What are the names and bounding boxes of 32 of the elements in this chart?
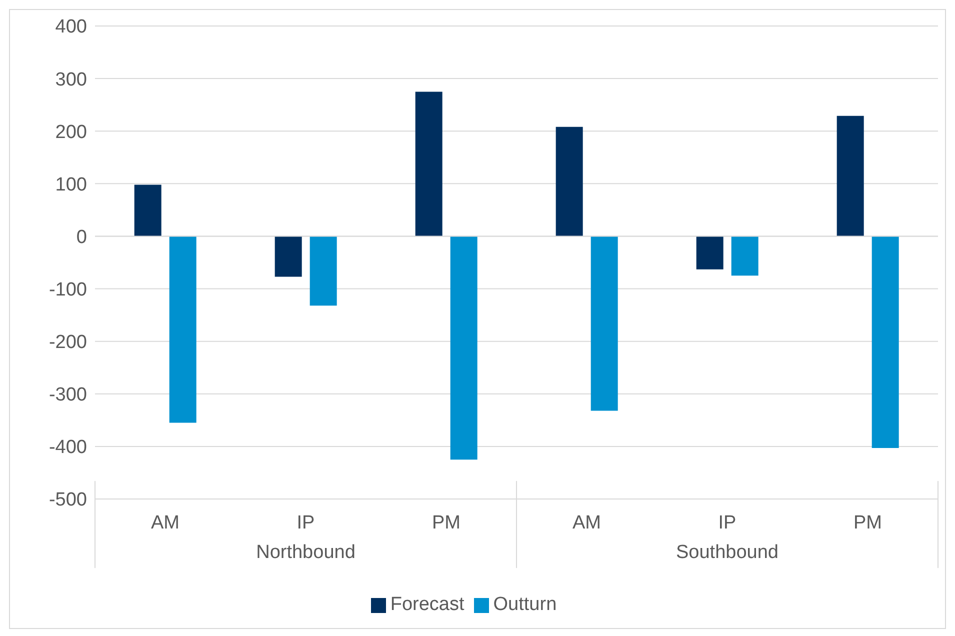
y-tick-label: 200 [55,122,87,143]
bar [310,236,337,306]
x-tick-label: PM [432,512,460,534]
y-tick-label: 400 [55,16,87,38]
bar [872,236,899,448]
bar [169,236,196,423]
text: Southbound [676,542,778,563]
bar [274,236,302,277]
y-tick-label: -300 [48,384,87,406]
y-tick-label: -100 [48,280,87,301]
y-tick-label: 0 [76,226,87,248]
legend-label: Outturn [493,594,557,615]
bar [696,236,724,270]
bar [415,92,442,236]
y-tick-label: -400 [48,437,87,458]
x-tick-label: IP [718,512,736,534]
text: Northbound [256,542,356,563]
y-tick-label: 300 [55,69,87,90]
y-tick-label: 100 [55,174,87,196]
y-tick-label: -200 [48,332,87,354]
bar [731,236,758,276]
bar [836,116,864,236]
x-tick-label: AM [572,512,601,534]
bar [134,184,162,236]
bar [590,236,618,411]
legend-label: Forecast [390,594,464,615]
x-tick-label: PM [854,512,882,534]
bar [450,236,478,460]
x-tick-label: IP [296,512,315,534]
y-tick-label: -500 [48,490,87,511]
x-tick-label: AM [151,512,180,534]
bar [556,126,583,236]
